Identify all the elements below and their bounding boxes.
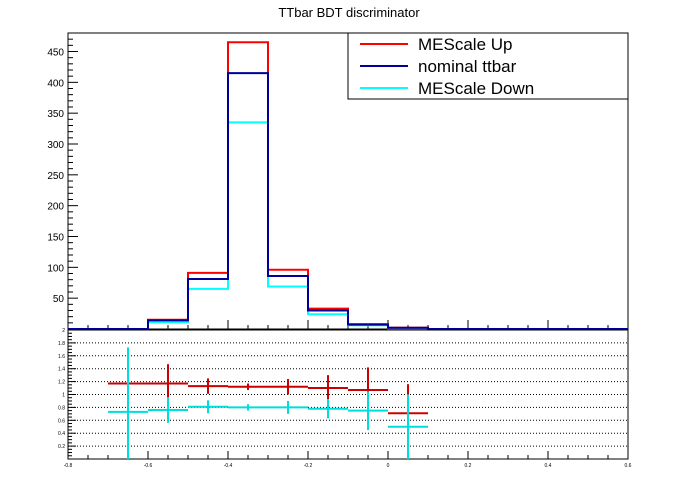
ratio-y-tick-label: 0.8 — [58, 405, 65, 411]
ratio-plot: 0.20.40.60.811.21.41.61.82 -0.8 -0.6 -0.4-… — [58, 328, 632, 469]
chart-title: TTbar BDT discriminator — [278, 5, 420, 20]
histogram-nominal-ttbar — [68, 72, 628, 330]
y-tick-label: 400 — [47, 78, 64, 89]
ratio-y-tick-label: 1.6 — [58, 354, 65, 360]
y-tick-label: 150 — [47, 233, 64, 244]
ratio-x-tick-label: -0.6 — [144, 463, 153, 469]
ratio-x-tick-label: -0.8 — [64, 463, 73, 469]
legend: MEScale Up nominal ttbar MEScale Down — [347, 32, 629, 100]
legend-label-mescale-up: MEScale Up — [418, 35, 512, 54]
ratio-y-tick-label: 1.8 — [58, 341, 65, 347]
ratio-x-tick-label: 0.6 — [625, 463, 632, 469]
ratio-x-tick-label: -0.4 — [224, 463, 233, 469]
legend-label-nominal-ttbar: nominal ttbar — [418, 57, 517, 76]
ratio-y-tick-label: 0.6 — [58, 418, 65, 424]
y-tick-label: 50 — [53, 294, 65, 305]
ratio-y-tick-label: 1.2 — [58, 380, 65, 386]
histograms — [68, 41, 628, 330]
ratio-gridlines — [68, 329, 628, 447]
ratio-points — [108, 347, 428, 459]
ratio-y-tick-label: 1 — [62, 393, 65, 399]
ratio-y-tick-label: 0.4 — [58, 431, 65, 437]
y-tick-label: 200 — [47, 202, 64, 213]
upper-y-axis: 50 100 150 200 250 300 350 400 450 — [47, 38, 78, 330]
legend-label-mescale-down: MEScale Down — [418, 79, 534, 98]
y-tick-label: 300 — [47, 140, 64, 151]
y-tick-label: 250 — [47, 171, 64, 182]
ratio-x-tick-label: -0.2 — [304, 463, 313, 469]
histogram-mescale-down — [68, 121, 628, 330]
ratio-y-axis: 0.2 0.4 0.6 0.8 1 1.2 1.4 1.6 1.8 2 — [58, 328, 76, 460]
upper-plot: 50 100 150 200 250 300 350 400 450 MEScale Up no… — [47, 32, 629, 330]
ratio-y-tick-label: 2 — [62, 328, 65, 334]
ratio-x-tick-label: 0 — [387, 463, 390, 469]
y-tick-label: 450 — [47, 48, 64, 59]
ratio-x-tick-label: 0.4 — [545, 463, 552, 469]
ratio-y-tick-label: 0.2 — [58, 444, 65, 450]
ratio-x-axis: -0.8 -0.6 -0.4 -0.2 0 0.2 0.4 0.6 — [64, 451, 632, 469]
y-tick-label: 350 — [47, 109, 64, 120]
ratio-x-tick-label: 0.2 — [465, 463, 472, 469]
y-tick-label: 100 — [47, 263, 64, 274]
ratio-y-tick-label: 1.4 — [58, 367, 65, 373]
